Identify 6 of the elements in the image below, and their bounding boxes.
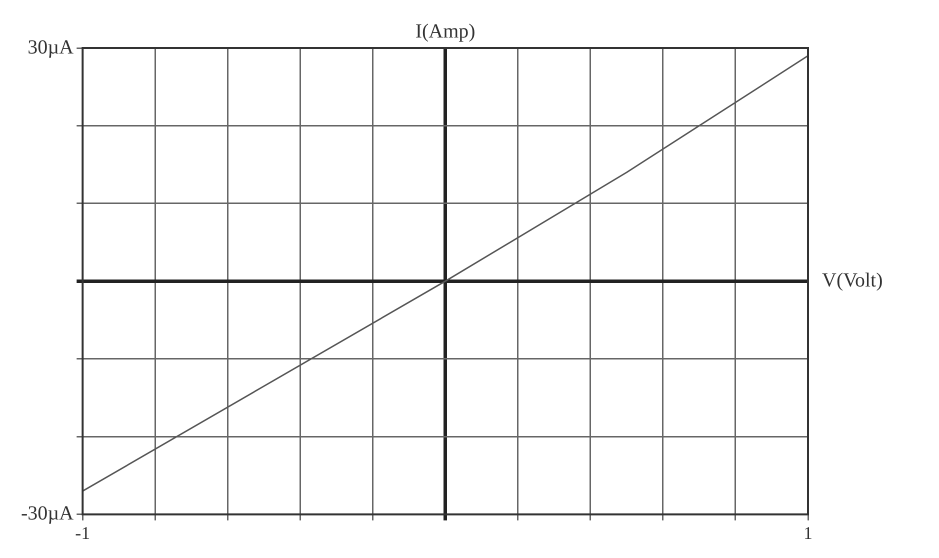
x-axis-title: V(Volt) — [822, 269, 883, 292]
y-tick-label: 30µA — [28, 36, 74, 58]
y-tick-label: -30µA — [20, 502, 74, 525]
y-axis-title: I(Amp) — [415, 20, 476, 42]
x-tick-label: -1 — [75, 522, 90, 543]
x-tick-label: 1 — [804, 522, 812, 543]
